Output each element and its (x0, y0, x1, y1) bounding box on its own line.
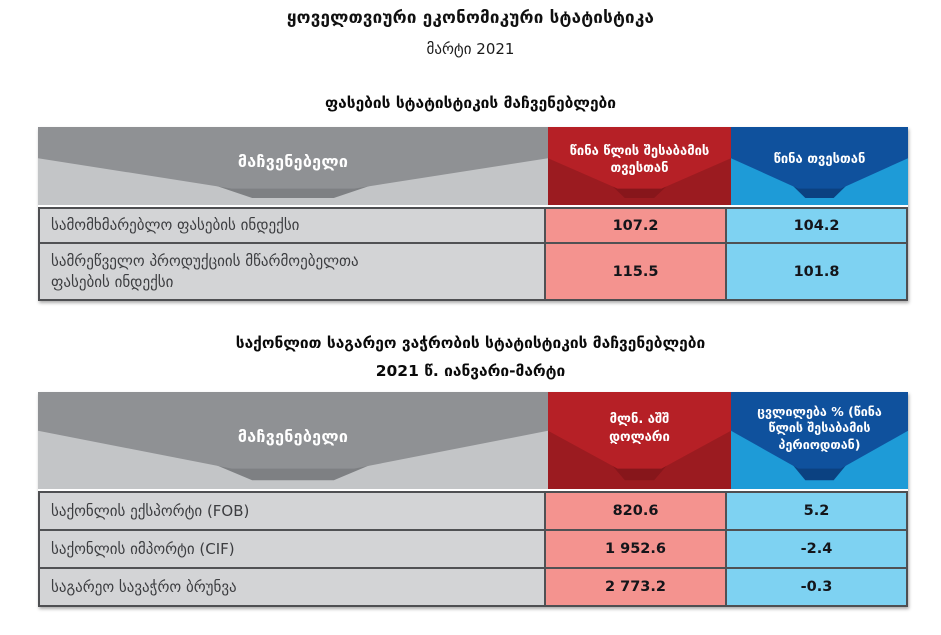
row-label-cell: საგარეო სავაჭრო ბრუნვა (40, 569, 546, 605)
value-cell-usd: 2 773.2 (546, 569, 727, 605)
row-label-cell: სამრეწველო პროდუქციის მწარმოებელთა ფასებ… (40, 244, 546, 299)
page-title: ყოველთვიური ეკონომიკური სტატისტიკა (286, 8, 655, 28)
row-label-cell: საქონლის ექსპორტი (FOB) (40, 493, 546, 529)
table-row: საგარეო სავაჭრო ბრუნვა 2 773.2 -0.3 (40, 567, 906, 605)
value-cell-change: -0.3 (727, 569, 906, 605)
vs-prev-year-header-label: წინა წლის შესაბამის თვესთან (569, 143, 710, 176)
value-cell-change: 5.2 (727, 493, 906, 529)
table-row: საქონლის იმპორტი (CIF) 1 952.6 -2.4 (40, 529, 906, 567)
table-row: სამომხმარებლო ფასების ინდექსი 107.2 104.… (40, 209, 906, 242)
usd-mln-header-label: მლნ. აშშ დოლარი (609, 412, 670, 445)
usd-mln-header-cell: მლნ. აშშ დოლარი (548, 392, 731, 489)
section-subtitle-trade: 2021 წ. იანვარი-მარტი (375, 362, 566, 380)
value-cell-change: -2.4 (727, 531, 906, 567)
change-pct-header-label: ცვლილება % (წინა წლის შესაბამის პერიოდთა… (757, 403, 882, 452)
trade-statistics-table: მაჩვენებელი მლნ. აშშ დოლარი ცვლილება % (… (38, 392, 908, 607)
indicator-header-cell: მაჩვენებელი (38, 127, 548, 205)
indicator-header-cell: მაჩვენებელი (38, 392, 548, 489)
value-cell-usd: 820.6 (546, 493, 727, 529)
price-table-header-row: მაჩვენებელი წინა წლის შესაბამის თვესთან … (38, 127, 908, 205)
value-cell-usd: 1 952.6 (546, 531, 727, 567)
vs-prev-year-header-cell: წინა წლის შესაბამის თვესთან (548, 127, 731, 205)
section-title-trade: საქონლით საგარეო ვაჭრობის სტატისტიკის მა… (235, 334, 706, 352)
value-cell-mom: 101.8 (727, 244, 906, 299)
price-table-body: სამომხმარებლო ფასების ინდექსი 107.2 104.… (38, 207, 908, 301)
indicator-header-label: მაჩვენებელი (237, 426, 349, 446)
price-statistics-table: მაჩვენებელი წინა წლის შესაბამის თვესთან … (38, 127, 908, 301)
indicator-header-label: მაჩვენებელი (237, 152, 349, 172)
page-subtitle: მარტი 2021 (426, 40, 515, 58)
vs-prev-month-header-cell: წინა თვესთან (731, 127, 908, 205)
change-pct-header-cell: ცვლილება % (წინა წლის შესაბამის პერიოდთა… (731, 392, 908, 489)
section-title-prices: ფასების სტატისტიკის მაჩვენებლები (324, 94, 617, 112)
value-cell-yoy: 115.5 (546, 244, 727, 299)
table-row: სამრეწველო პროდუქციის მწარმოებელთა ფასებ… (40, 242, 906, 299)
value-cell-yoy: 107.2 (546, 209, 727, 242)
table-row: საქონლის ექსპორტი (FOB) 820.6 5.2 (40, 493, 906, 529)
trade-table-body: საქონლის ექსპორტი (FOB) 820.6 5.2 საქონლ… (38, 491, 908, 607)
row-label-cell: საქონლის იმპორტი (CIF) (40, 531, 546, 567)
row-label-cell: სამომხმარებლო ფასების ინდექსი (40, 209, 546, 242)
trade-table-header-row: მაჩვენებელი მლნ. აშშ დოლარი ცვლილება % (… (38, 392, 908, 489)
vs-prev-month-header-label: წინა თვესთან (773, 152, 866, 168)
value-cell-mom: 104.2 (727, 209, 906, 242)
